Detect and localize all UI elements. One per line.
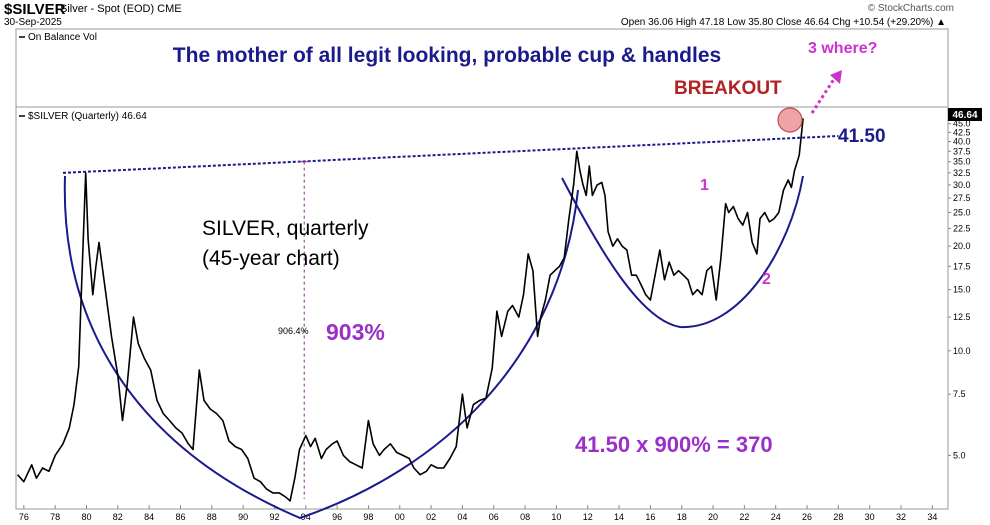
x-tick-label: 20 (708, 512, 718, 522)
x-tick-label: 24 (771, 512, 781, 522)
x-tick-label: 08 (520, 512, 530, 522)
x-tick-label: 80 (81, 512, 91, 522)
x-tick-label: 06 (489, 512, 499, 522)
x-tick-label: 04 (457, 512, 467, 522)
volume-panel-label: On Balance Vol (28, 32, 97, 43)
y-tick-label: 10.0 (953, 346, 971, 356)
x-tick-label: 78 (50, 512, 60, 522)
symbol-description: Silver - Spot (EOD) CME (60, 3, 182, 15)
percent-change-readout: 906.4% (278, 326, 309, 336)
chart-symbol: $SILVER (4, 1, 66, 18)
x-tick-label: 00 (395, 512, 405, 522)
big-cup-curve (63, 175, 579, 520)
y-tick-label: 45.0 (953, 119, 971, 129)
breakout-annotation: BREAKOUT (674, 78, 782, 99)
y-tick-label: 15.0 (953, 285, 971, 295)
y-tick-label: 25.0 (953, 207, 971, 217)
resistance-level-label: 41.50 (838, 126, 886, 147)
brand-watermark: © StockCharts.com (867, 3, 954, 14)
price-panel-label: $SILVER (Quarterly) 46.64 (28, 111, 147, 122)
y-tick-label: 32.5 (953, 168, 971, 178)
x-tick-label: 26 (802, 512, 812, 522)
y-tick-label: 35.0 (953, 157, 971, 167)
x-tick-label: 34 (927, 512, 937, 522)
chart-title-line-2: (45-year chart) (202, 247, 340, 270)
y-tick-label: 20.0 (953, 241, 971, 251)
resistance-trendline (62, 134, 839, 174)
last-value-badge (948, 108, 982, 121)
volume-panel (15, 28, 949, 108)
x-tick-label: 16 (645, 512, 655, 522)
x-tick-label: 22 (739, 512, 749, 522)
x-tick-label: 12 (583, 512, 593, 522)
x-tick-label: 76 (19, 512, 29, 522)
gain-percent-annotation: 903% (326, 319, 385, 345)
target-formula-annotation: 41.50 x 900% = 370 (575, 432, 773, 457)
price-series-line (17, 118, 804, 502)
price-panel (15, 106, 949, 510)
x-tick-label: 10 (551, 512, 561, 522)
last-value-text: 46.64 (952, 110, 977, 121)
y-tick-label: 12.5 (953, 312, 971, 322)
x-tick-label: 14 (614, 512, 624, 522)
y-tick-label: 40.0 (953, 137, 971, 147)
y-tick-label: 22.5 (953, 223, 971, 233)
chart-title-line-1: SILVER, quarterly (202, 217, 369, 240)
handle-point-2-label: 2 (762, 271, 771, 288)
ohlc-readout: Open 36.06 High 47.18 Low 35.80 Close 46… (620, 17, 946, 28)
y-tick-label: 17.5 (953, 261, 971, 271)
where-annotation: 3 where? (808, 40, 877, 57)
handle-point-1-label: 1 (700, 177, 709, 194)
y-tick-label: 30.0 (953, 180, 971, 190)
y-axis: 5.0 7.5 10.0 12.5 15.0 17.5 20.0 22.5 25.0 27.5 30… (948, 119, 971, 460)
y-tick-label: 27.5 (953, 193, 971, 203)
x-tick-label: 84 (144, 512, 154, 522)
x-tick-label: 92 (269, 512, 279, 522)
headline-annotation: The mother of all legit looking, probabl… (173, 44, 721, 67)
x-tick-label: 30 (865, 512, 875, 522)
projection-arrow-head (830, 70, 842, 84)
y-tick-label: 37.5 (953, 146, 971, 156)
x-tick-label: 28 (833, 512, 843, 522)
x-tick-label: 86 (175, 512, 185, 522)
x-tick-label: 82 (113, 512, 123, 522)
x-tick-label: 98 (363, 512, 373, 522)
x-tick-label: 18 (677, 512, 687, 522)
y-tick-label: 5.0 (953, 450, 966, 460)
small-cup-curve (561, 175, 804, 329)
y-tick-label: 7.5 (953, 389, 966, 399)
x-tick-label: 96 (332, 512, 342, 522)
x-tick-label: 02 (426, 512, 436, 522)
projection-arrow-shaft (810, 78, 836, 114)
y-tick-label: 42.5 (953, 127, 971, 137)
x-tick-label: 32 (896, 512, 906, 522)
breakout-highlight-circle (777, 107, 803, 133)
chart-date: 30-Sep-2025 (4, 17, 62, 28)
x-tick-label: 88 (207, 512, 217, 522)
x-tick-label: 90 (238, 512, 248, 522)
